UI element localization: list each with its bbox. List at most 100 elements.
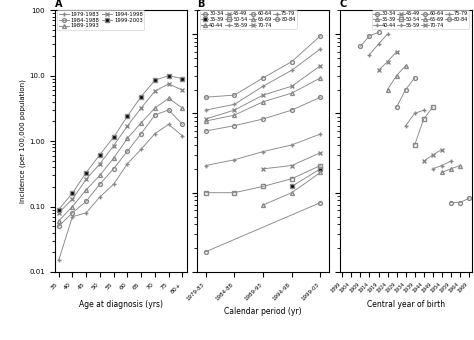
1979-1983 [166, 122, 172, 126]
50-54 [318, 164, 323, 168]
1989-1993 [70, 205, 75, 209]
35-39 [457, 164, 463, 168]
55-59 [231, 158, 237, 162]
45-49 [318, 151, 323, 155]
Text: B: B [197, 0, 204, 10]
70-74 [260, 93, 266, 97]
45-49 [289, 164, 295, 168]
Line: 45-49: 45-49 [261, 151, 322, 171]
1999-2003 [70, 191, 75, 195]
Line: 75-79: 75-79 [367, 32, 390, 57]
55-59 [421, 108, 427, 112]
65-69 [403, 64, 409, 68]
1999-2003 [138, 95, 144, 99]
55-59 [318, 132, 323, 136]
65-69 [231, 113, 237, 117]
X-axis label: Central year of birth: Central year of birth [366, 300, 445, 309]
75-79 [376, 42, 382, 46]
Y-axis label: Incidence (per 100,000 population): Incidence (per 100,000 population) [20, 79, 26, 203]
Line: 35-39: 35-39 [440, 164, 462, 174]
80-84 [318, 34, 323, 38]
1989-1993 [180, 106, 185, 110]
Legend: 30-34, 35-39, 40-44, 45-49, 50-54, 55-59, 60-64, 65-69, 70-74, 75-79, 80-84: 30-34, 35-39, 40-44, 45-49, 50-54, 55-59… [200, 10, 297, 29]
1984-1988 [56, 224, 62, 228]
70-74 [394, 50, 400, 54]
Line: 40-44: 40-44 [431, 159, 453, 171]
70-74 [289, 84, 295, 88]
40-44 [439, 164, 445, 168]
Line: 80-84: 80-84 [358, 31, 381, 48]
45-49 [421, 159, 427, 163]
Line: 75-79: 75-79 [204, 47, 322, 112]
45-49 [260, 167, 266, 171]
80-84 [366, 34, 372, 38]
1994-1998 [166, 82, 172, 86]
40-44 [260, 203, 266, 207]
1979-1983 [111, 182, 117, 186]
30-34 [466, 196, 472, 200]
75-79 [318, 47, 323, 51]
35-39 [318, 167, 323, 171]
Line: 65-69: 65-69 [204, 76, 322, 123]
75-79 [231, 102, 237, 106]
1979-1983 [56, 258, 62, 262]
60-64 [403, 87, 409, 91]
60-64 [260, 117, 266, 121]
55-59 [260, 150, 266, 154]
30-34 [457, 201, 463, 205]
70-74 [203, 117, 209, 121]
1999-2003 [152, 78, 158, 82]
1989-1993 [166, 96, 172, 100]
1984-1988 [166, 108, 172, 112]
55-59 [403, 124, 409, 128]
1979-1983 [152, 132, 158, 136]
Line: 1989-1993: 1989-1993 [57, 97, 184, 223]
65-69 [203, 119, 209, 123]
45-49 [439, 148, 445, 152]
Line: 40-44: 40-44 [261, 170, 322, 207]
1984-1988 [97, 182, 103, 186]
1999-2003 [56, 207, 62, 211]
1999-2003 [180, 76, 185, 81]
75-79 [385, 32, 391, 36]
1999-2003 [125, 114, 130, 118]
40-44 [448, 159, 454, 163]
1989-1993 [83, 188, 89, 192]
60-64 [203, 129, 209, 133]
40-44 [289, 191, 295, 195]
70-74 [231, 108, 237, 112]
Line: 1999-2003: 1999-2003 [57, 74, 184, 211]
1984-1988 [70, 211, 75, 215]
50-54 [203, 191, 209, 195]
Line: 65-69: 65-69 [386, 64, 408, 91]
Line: 70-74: 70-74 [376, 50, 399, 72]
1979-1983 [70, 215, 75, 219]
65-69 [385, 87, 391, 91]
1989-1993 [125, 136, 130, 140]
65-69 [394, 73, 400, 78]
X-axis label: Age at diagnosis (yrs): Age at diagnosis (yrs) [79, 300, 163, 309]
1989-1993 [152, 106, 158, 110]
Legend: 30-34, 35-39, 40-44, 45-49, 50-54, 55-59, 60-64, 65-69, 70-74, 75-79, 80-84: 30-34, 35-39, 40-44, 45-49, 50-54, 55-59… [372, 10, 469, 29]
55-59 [412, 111, 418, 115]
1999-2003 [97, 153, 103, 157]
65-69 [318, 76, 323, 80]
80-84 [260, 76, 266, 80]
Line: 1984-1988: 1984-1988 [57, 108, 184, 228]
75-79 [203, 108, 209, 112]
Line: 45-49: 45-49 [422, 148, 444, 163]
1984-1988 [83, 199, 89, 203]
1994-1998 [83, 177, 89, 182]
50-54 [289, 177, 295, 181]
1984-1988 [138, 132, 144, 136]
1994-1998 [125, 124, 130, 128]
80-84 [357, 44, 363, 48]
Line: 1979-1983: 1979-1983 [57, 122, 184, 262]
1979-1983 [83, 211, 89, 215]
35-39 [289, 184, 295, 188]
55-59 [289, 143, 295, 147]
65-69 [289, 91, 295, 95]
75-79 [289, 68, 295, 72]
Text: A: A [55, 0, 62, 10]
50-54 [412, 143, 418, 147]
